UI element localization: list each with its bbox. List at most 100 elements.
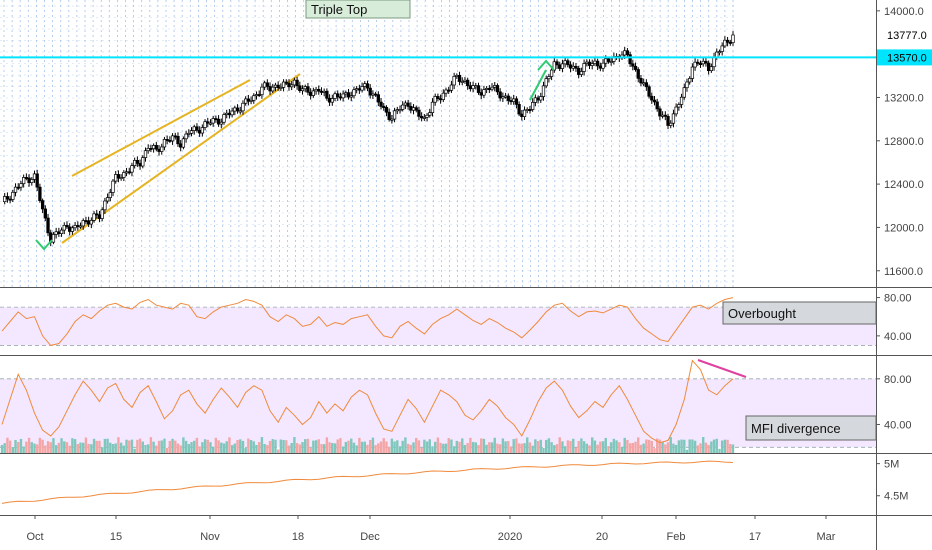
rsi-tick-label: 40.00 <box>884 331 912 343</box>
volume-bar <box>615 440 618 453</box>
volume-bar <box>712 439 716 453</box>
volume-bar <box>285 440 288 453</box>
volume-bar <box>664 444 667 453</box>
volume-bar <box>149 437 153 453</box>
candle-body <box>8 198 12 201</box>
candle-body <box>292 79 297 86</box>
time-tick-label: 18 <box>292 531 304 543</box>
volume-bar <box>87 443 90 453</box>
candle-body <box>571 65 575 69</box>
candle-body <box>560 63 565 69</box>
volume-bar <box>702 437 705 453</box>
volume-bar <box>339 438 342 453</box>
volume-bar <box>425 441 429 453</box>
volume-bar <box>580 438 583 453</box>
volume-bar <box>488 442 491 453</box>
candle-body <box>387 111 391 120</box>
candle-body <box>536 97 540 101</box>
candle-body <box>363 83 367 87</box>
candle-body <box>628 54 632 65</box>
candle-body <box>81 220 85 227</box>
candle-body <box>184 133 188 140</box>
overbought-label: Overbought <box>728 306 796 321</box>
candle-body <box>265 82 269 87</box>
candle-body <box>468 85 473 90</box>
candle-body <box>490 86 494 90</box>
candle-body <box>173 135 177 138</box>
axis-labels: 14000.0 13200.0 12800.0 12400.0 12000.0 11600… <box>26 6 932 543</box>
volume-bar <box>193 440 196 453</box>
mfi-divergence-box <box>745 415 877 441</box>
candle-body <box>549 69 554 77</box>
candle-body <box>35 173 39 188</box>
volume-bar <box>41 439 44 453</box>
candle-body <box>682 87 686 98</box>
volume-bar <box>710 441 713 453</box>
volume-bar <box>249 440 253 453</box>
volume-bar <box>320 444 323 453</box>
volume-bar <box>599 441 602 453</box>
candle-body <box>517 104 521 115</box>
candle-body <box>268 86 272 92</box>
volume-bar <box>490 442 494 453</box>
candle-body <box>655 101 659 110</box>
cumulative-tick-label: 4.5M <box>884 491 908 503</box>
candle-body <box>498 91 502 99</box>
volume-bar <box>333 443 337 453</box>
volume-bar <box>379 441 383 453</box>
candle-body <box>474 85 478 88</box>
volume-bars <box>0 437 735 453</box>
overbought-box <box>722 301 877 325</box>
candle-body <box>425 114 429 118</box>
volume-bar <box>569 440 572 453</box>
candle-body <box>444 89 448 94</box>
volume-bar <box>604 437 607 453</box>
volume-bar <box>52 438 55 453</box>
candle-body <box>306 86 310 93</box>
candle-body <box>273 84 278 88</box>
volume-bar <box>279 439 283 453</box>
candle-body <box>95 213 99 216</box>
volume-bar <box>258 442 261 453</box>
volume-bar <box>287 445 291 453</box>
volume-bar <box>65 442 69 453</box>
volume-bar <box>645 439 648 453</box>
candle-body <box>97 214 102 219</box>
candle-body <box>709 66 713 71</box>
volume-bar <box>647 439 651 453</box>
candle-body <box>690 66 695 79</box>
volume-bar <box>73 439 77 453</box>
volume-bar <box>168 440 172 453</box>
candle-body <box>715 51 719 58</box>
volume-bar <box>691 439 694 453</box>
volume-bar <box>653 448 656 453</box>
volume-bar <box>160 440 163 453</box>
candle-body <box>433 96 437 103</box>
candle-body <box>124 171 129 174</box>
candle-body <box>501 96 505 99</box>
candle-body <box>606 58 611 62</box>
candle-body <box>495 85 500 93</box>
volume-bar <box>293 437 296 453</box>
volume-bar <box>371 437 375 453</box>
candle-body <box>411 107 416 111</box>
volume-bar <box>609 442 613 453</box>
candle-body <box>40 200 45 210</box>
candle-body <box>644 82 649 88</box>
time-tick-label: Dec <box>360 531 380 543</box>
volume-bar <box>680 439 683 453</box>
candle-body <box>582 63 586 72</box>
mfi-divergence-label: MFI divergence <box>751 421 841 436</box>
volume-bar <box>390 438 394 453</box>
volume-bar <box>3 443 6 453</box>
volume-bar <box>436 437 440 453</box>
volume-bar <box>704 442 708 453</box>
candle-body <box>674 106 678 115</box>
candle-body <box>70 227 75 232</box>
candle-body <box>108 192 112 198</box>
volume-bar <box>347 440 350 453</box>
candle-body <box>59 229 64 235</box>
volume-bar <box>344 441 348 453</box>
candle-body <box>568 64 573 69</box>
volume-bar <box>406 443 410 453</box>
